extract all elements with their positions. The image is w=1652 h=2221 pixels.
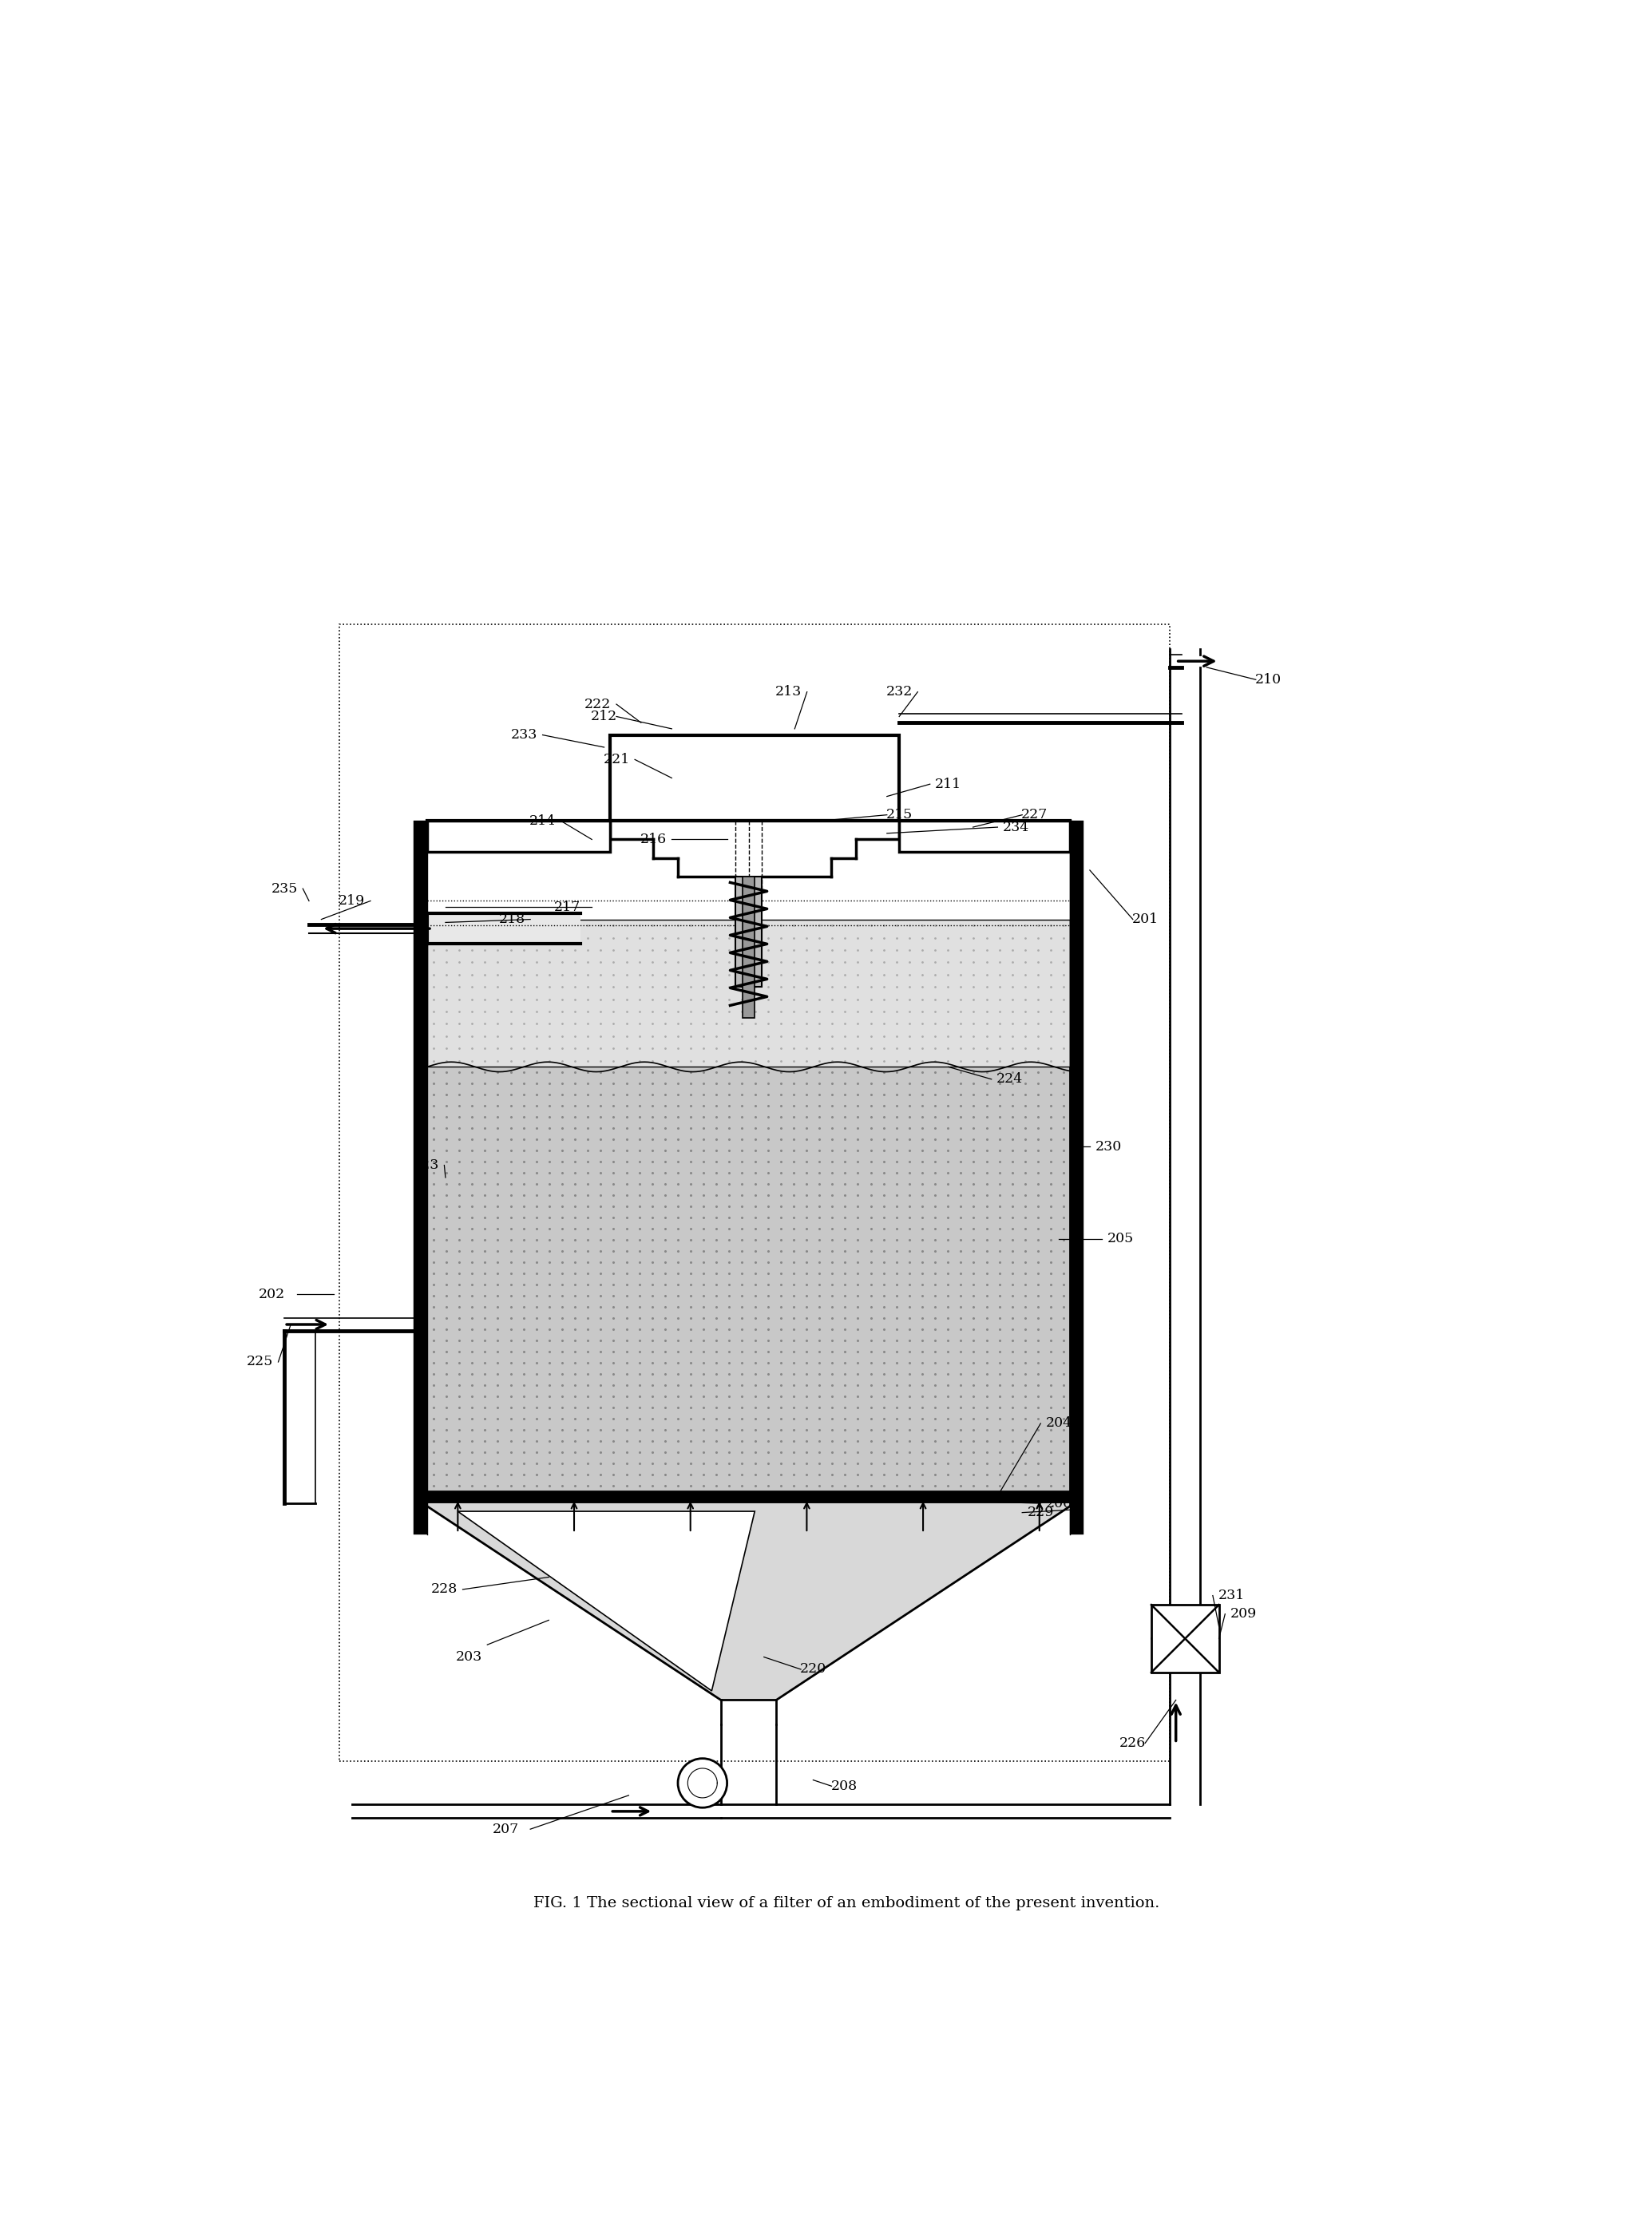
Text: 218: 218 — [499, 913, 525, 926]
Text: 228: 228 — [431, 1584, 458, 1597]
Text: 201: 201 — [1132, 913, 1158, 926]
Text: 213: 213 — [775, 684, 801, 700]
Bar — [413, 822, 428, 1535]
Text: 232: 232 — [885, 684, 912, 700]
Text: 224: 224 — [996, 1073, 1023, 1086]
Text: 226: 226 — [1120, 1737, 1146, 1750]
Text: 208: 208 — [831, 1779, 857, 1792]
Polygon shape — [421, 1501, 1077, 1699]
Bar — [428, 1066, 1070, 1490]
Bar — [428, 913, 582, 944]
Bar — [428, 822, 610, 851]
Text: 230: 230 — [1095, 1139, 1122, 1153]
Text: 214: 214 — [529, 815, 555, 828]
Text: 219: 219 — [339, 895, 365, 908]
Text: 202: 202 — [259, 1288, 286, 1302]
Text: 205: 205 — [1107, 1233, 1133, 1246]
Text: 211: 211 — [935, 777, 961, 791]
Bar — [421, 1490, 1077, 1501]
Text: 231: 231 — [1218, 1588, 1244, 1601]
Circle shape — [677, 1759, 727, 1808]
Text: 209: 209 — [1231, 1608, 1257, 1621]
Text: 215: 215 — [885, 808, 912, 822]
Text: 220: 220 — [800, 1664, 826, 1677]
Text: 233: 233 — [510, 728, 537, 742]
Text: 229: 229 — [1028, 1506, 1054, 1519]
Text: 235: 235 — [271, 882, 297, 895]
Bar — [340, 624, 1170, 1761]
Bar — [1070, 822, 1084, 1535]
Polygon shape — [458, 1510, 755, 1690]
Text: 221: 221 — [603, 753, 629, 766]
Text: 225: 225 — [246, 1355, 273, 1368]
Bar — [1151, 1606, 1219, 1672]
Text: 216: 216 — [639, 833, 666, 846]
Bar — [742, 877, 755, 1017]
Text: FIG. 1 The sectional view of a filter of an embodiment of the present invention.: FIG. 1 The sectional view of a filter of… — [534, 1897, 1160, 1910]
Bar — [428, 919, 1070, 1066]
Text: 204: 204 — [1046, 1417, 1072, 1430]
Text: 207: 207 — [492, 1823, 519, 1837]
Text: 227: 227 — [1021, 808, 1047, 822]
Text: 212: 212 — [591, 711, 618, 724]
Text: 234: 234 — [1003, 820, 1029, 833]
Bar — [899, 822, 1070, 851]
Bar — [735, 877, 762, 986]
Polygon shape — [433, 1508, 1064, 1695]
Text: 203: 203 — [456, 1650, 482, 1664]
Text: 210: 210 — [1256, 673, 1282, 686]
Text: 206: 206 — [1046, 1497, 1072, 1510]
Text: 222: 222 — [585, 697, 611, 711]
Bar — [610, 735, 899, 822]
Text: 217: 217 — [553, 900, 580, 913]
Text: 223: 223 — [413, 1159, 439, 1173]
